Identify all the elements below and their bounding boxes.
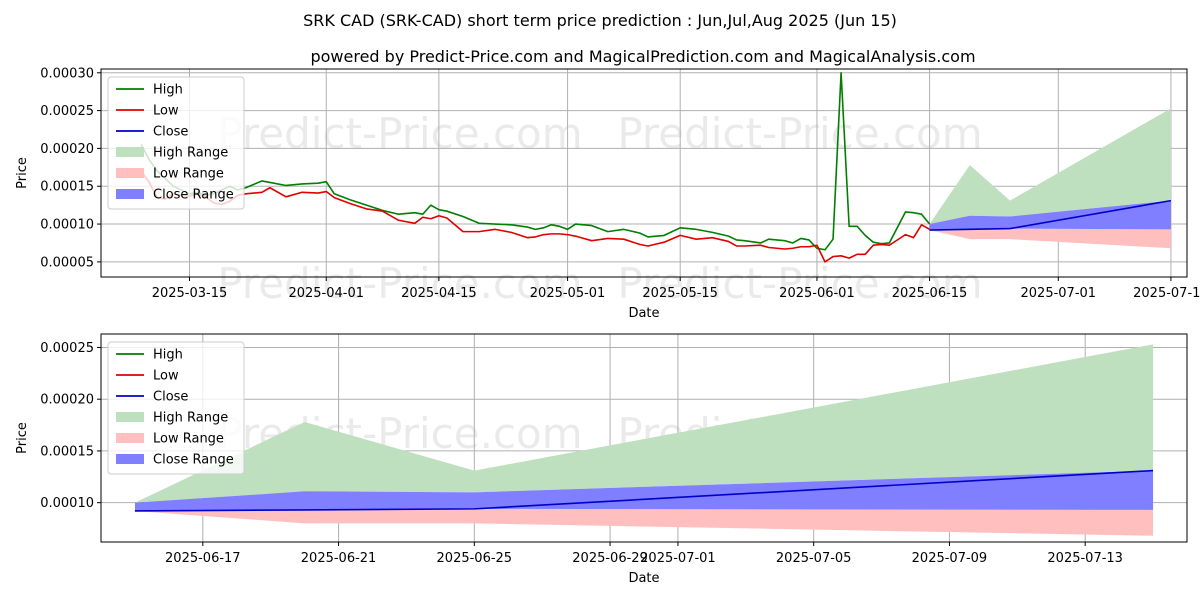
lower-panel: Predict-Price.comPredict-Price.com2025-0… (15, 333, 1188, 586)
low-line (140, 170, 930, 263)
x-tick-label: 2025-05-15 (642, 286, 718, 301)
y-tick-label: 0.00005 (40, 255, 94, 270)
legend-label: Low (153, 369, 179, 384)
close-range-band (134, 470, 1154, 511)
legend-label: Close (153, 390, 188, 405)
legend-label: Low (153, 104, 179, 119)
legend-label: High Range (153, 411, 228, 426)
x-tick-label: 2025-05-01 (530, 286, 606, 301)
legend-swatch (116, 433, 144, 443)
legend-label: Close Range (153, 188, 234, 203)
y-tick-label: 0.00015 (40, 180, 94, 195)
y-tick-label: 0.00025 (40, 341, 94, 356)
legend: High Low Close High Range Low Range Close Ran… (107, 341, 245, 475)
close-range-band (929, 200, 1171, 231)
plot-area (140, 71, 1172, 263)
legend-label: High (153, 83, 183, 98)
x-tick-label: 2025-04-01 (288, 286, 364, 301)
low-range-band (929, 228, 1171, 249)
close-line (929, 199, 1172, 231)
high-range-band (134, 344, 1154, 503)
y-tick-label: 0.00015 (40, 444, 94, 459)
legend-swatch (116, 412, 144, 422)
legend-swatch (116, 189, 144, 199)
x-tick-label: 2025-07-05 (776, 551, 852, 566)
x-tick-label: 2025-06-21 (301, 551, 377, 566)
legend-swatch (116, 454, 144, 464)
watermark-text: Predict-Price.com (617, 109, 982, 158)
y-axis-label: Price (15, 157, 30, 189)
legend-label: Close Range (153, 453, 234, 468)
watermark-text: Predict-Price.com (617, 259, 982, 308)
x-tick-label: 2025-07-15 (1133, 286, 1200, 301)
chart-subtitle: powered by Predict-Price.com and Magical… (310, 47, 975, 66)
plot-area (134, 344, 1154, 536)
legend-label: Close (153, 125, 188, 140)
x-tick-label: 2025-07-01 (640, 551, 716, 566)
x-tick-label: 2025-07-09 (912, 551, 988, 566)
x-tick-label: 2025-07-13 (1047, 551, 1123, 566)
close-line (134, 469, 1154, 512)
x-tick-label: 2025-06-01 (779, 286, 855, 301)
legend: High Low Close High Range Low Range Close Ran… (107, 76, 245, 210)
y-tick-label: 0.00010 (40, 496, 94, 511)
high-range-band (929, 108, 1171, 225)
y-tick-label: 0.00025 (40, 104, 94, 119)
low-range-band (134, 508, 1154, 536)
legend-label: High Range (153, 146, 228, 161)
legend-label: Low Range (153, 432, 224, 447)
plot-frame (100, 68, 1188, 278)
x-tick-label: 2025-06-17 (165, 551, 241, 566)
legend-swatch (116, 168, 144, 178)
x-tick-label: 2025-03-15 (152, 286, 228, 301)
y-tick-label: 0.00020 (40, 142, 94, 157)
watermark-text: Predict-Price.com (217, 109, 582, 158)
x-axis-label: Date (628, 571, 659, 586)
y-axis-label: Price (15, 422, 30, 454)
watermark-text: Predict-Price.com (217, 259, 582, 308)
legend-swatch (116, 147, 144, 157)
legend-label: Low Range (153, 167, 224, 182)
legend-label: High (153, 348, 183, 363)
x-tick-label: 2025-06-15 (892, 286, 968, 301)
x-axis-label: Date (628, 306, 659, 321)
plot-frame (100, 333, 1188, 543)
high-line (140, 71, 931, 251)
upper-panel: Predict-Price.com Predict-Price.com Predic… (15, 66, 1200, 321)
y-tick-label: 0.00030 (40, 66, 94, 81)
y-tick-label: 0.00020 (40, 393, 94, 408)
y-tick-label: 0.00010 (40, 218, 94, 233)
x-tick-label: 2025-06-29 (572, 551, 648, 566)
x-tick-label: 2025-06-25 (437, 551, 513, 566)
x-tick-label: 2025-07-01 (1021, 286, 1097, 301)
chart-title: SRK CAD (SRK-CAD) short term price predi… (303, 11, 897, 30)
x-tick-label: 2025-04-15 (401, 286, 477, 301)
